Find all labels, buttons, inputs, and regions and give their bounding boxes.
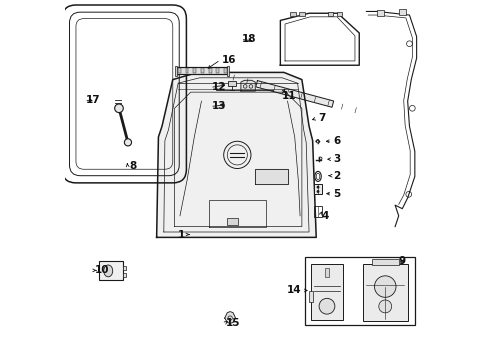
Bar [398, 9, 405, 15]
Text: 5: 5 [333, 189, 340, 199]
Bar [201, 68, 203, 73]
Bar [324, 268, 328, 277]
Bar [376, 10, 384, 16]
Circle shape [319, 298, 334, 314]
Circle shape [115, 104, 123, 113]
Bar [178, 68, 180, 73]
Bar [313, 206, 321, 217]
Polygon shape [156, 72, 316, 237]
Bar [289, 12, 295, 16]
Text: 13: 13 [211, 102, 225, 112]
Polygon shape [241, 80, 255, 91]
Text: 18: 18 [242, 35, 256, 44]
Bar [193, 68, 196, 73]
Circle shape [124, 139, 131, 146]
Text: 3: 3 [333, 154, 340, 164]
Bar [227, 66, 229, 76]
Text: 9: 9 [398, 256, 405, 266]
Text: 7: 7 [317, 113, 325, 123]
Circle shape [317, 191, 318, 192]
Bar [310, 264, 343, 320]
Bar [208, 68, 211, 73]
Bar [228, 81, 235, 86]
Bar [336, 12, 342, 16]
Bar [298, 12, 304, 16]
Text: 4: 4 [321, 211, 328, 221]
Polygon shape [255, 169, 287, 184]
Text: 12: 12 [211, 82, 225, 93]
Bar [362, 264, 407, 320]
Bar [371, 259, 398, 265]
Bar [327, 12, 333, 16]
Bar [185, 68, 188, 73]
Text: 16: 16 [222, 55, 236, 65]
Bar [308, 291, 312, 302]
Ellipse shape [103, 265, 112, 277]
Bar [216, 68, 219, 73]
Bar [314, 184, 321, 194]
Text: 1: 1 [178, 230, 185, 239]
Bar [224, 68, 226, 73]
Circle shape [378, 300, 391, 313]
Polygon shape [224, 312, 235, 323]
Text: 17: 17 [85, 95, 100, 105]
Bar [175, 66, 177, 76]
Circle shape [317, 186, 318, 188]
Bar [176, 67, 228, 74]
Bar [122, 273, 126, 277]
Text: 10: 10 [94, 265, 109, 275]
Text: 14: 14 [286, 285, 301, 296]
Bar [227, 218, 238, 225]
Text: 6: 6 [333, 136, 340, 146]
Polygon shape [255, 81, 333, 107]
Circle shape [374, 276, 395, 297]
Text: 8: 8 [129, 161, 136, 171]
Text: 11: 11 [282, 91, 296, 101]
Bar [122, 266, 126, 270]
Bar [99, 261, 122, 280]
Bar [305, 257, 414, 325]
Text: 2: 2 [333, 171, 340, 181]
Text: 15: 15 [225, 319, 240, 328]
